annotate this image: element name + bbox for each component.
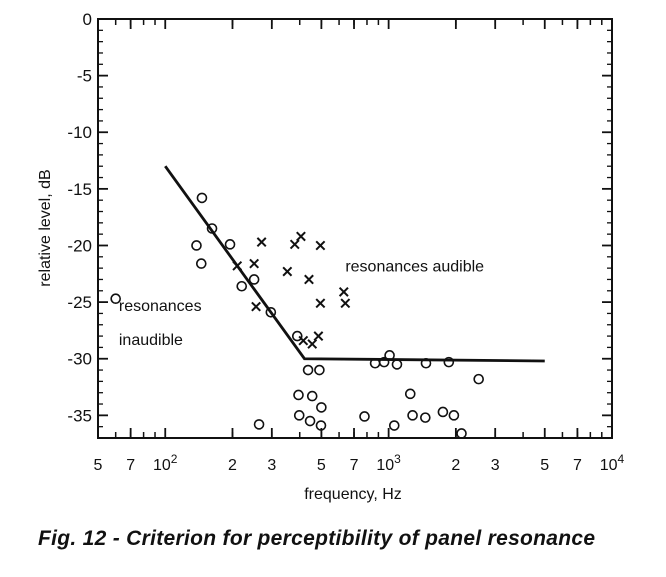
circle-point [306, 390, 318, 402]
figure-caption: Fig. 12 - Criterion for perceptibility o… [38, 527, 596, 550]
circle-point [191, 240, 202, 251]
x-tick-label: 7 [350, 457, 359, 474]
circle-point [265, 306, 277, 318]
cross-stroke [232, 260, 243, 271]
circle-point [443, 356, 455, 368]
y-tick-label: -35 [67, 406, 92, 425]
x-tick-label: 2 [228, 457, 237, 474]
x-tick-label: 7 [126, 457, 135, 474]
cross-point [313, 331, 324, 341]
circle-point [224, 239, 236, 250]
circle-point [391, 359, 403, 370]
circle-point [316, 402, 327, 413]
cross-stroke [315, 240, 326, 251]
annotation-label: inaudible [119, 332, 183, 349]
cross-stroke [251, 301, 261, 312]
cross-point [315, 240, 326, 251]
circle-point [437, 406, 449, 418]
cross-point [232, 260, 243, 271]
circle-point [384, 350, 395, 361]
circle-point [293, 389, 304, 401]
circle-point [404, 388, 416, 400]
annotation-label: resonances [119, 298, 202, 315]
x-tick-label: 5 [317, 457, 326, 474]
x-tick-label: 3 [267, 457, 276, 474]
x-tick-label: 5 [540, 457, 549, 474]
cross-stroke [289, 239, 300, 250]
x-tick-label: 102 [153, 452, 178, 474]
y-tick-label: 0 [83, 10, 92, 29]
cross-stroke [282, 266, 293, 277]
circle-point [378, 356, 390, 368]
plot-frame [97, 18, 613, 439]
circle-point [253, 419, 265, 430]
chart-axes: 5 7 102 2 3 5 7 103 2 3 5 7 104 0 -5 -10 -15 -20 -25 -30 -35… [37, 10, 625, 503]
x-tick-label: 104 [600, 452, 625, 474]
cross-stroke [338, 287, 349, 297]
x-tick-label: 2 [451, 457, 460, 474]
circle-point [304, 415, 316, 427]
circle-point [110, 293, 121, 305]
cross-point [338, 287, 349, 297]
chart: 5 7 102 2 3 5 7 103 2 3 5 7 104 0 -5 -10 -15 -20 -25 -30 -35… [37, 10, 625, 503]
cross-stroke [340, 298, 351, 309]
cross-point [296, 231, 306, 242]
circle-point [388, 420, 400, 431]
cross-point [251, 301, 261, 312]
cross-point [289, 239, 300, 250]
circle-point [473, 373, 484, 385]
x-tick-label: 7 [573, 457, 582, 474]
circle-point [291, 330, 303, 342]
circle-point [302, 364, 314, 376]
cross-point [340, 298, 351, 309]
cross-stroke [315, 298, 326, 309]
chart-labels-layer: resonances audible resonances inaudible [119, 259, 484, 350]
cross-point [249, 258, 260, 269]
cross-point [298, 335, 309, 346]
cross-stroke [304, 274, 314, 285]
cross-point [315, 298, 326, 309]
circle-point [248, 274, 260, 285]
circle-point [314, 364, 325, 376]
circle-point [456, 428, 467, 439]
x-tick-label: 3 [491, 457, 500, 474]
cross-point [282, 266, 293, 277]
circle-point [236, 280, 248, 292]
circle-point [420, 412, 431, 423]
y-axis-label: relative level, dB [37, 169, 54, 286]
cross-stroke [307, 339, 318, 349]
circle-point [315, 420, 327, 431]
cross-point [304, 274, 314, 285]
cross-stroke [298, 335, 309, 346]
circle-point [206, 223, 218, 234]
cross-point [307, 339, 318, 349]
cross-stroke [256, 237, 267, 247]
circle-point [448, 410, 460, 421]
x-axis-label: frequency, Hz [304, 486, 402, 503]
x-tick-label: 103 [376, 452, 401, 474]
circle-point [420, 357, 432, 369]
y-tick-label: -15 [67, 180, 92, 199]
y-tick-label: -10 [67, 123, 92, 142]
criterion-line [164, 165, 545, 363]
cross-point [256, 237, 267, 247]
y-tick-label: -20 [67, 236, 92, 255]
annotation-label: resonances audible [345, 259, 484, 276]
cross-stroke [313, 331, 324, 341]
data-points-layer [110, 192, 484, 439]
circle-point [196, 192, 208, 204]
y-tick-label: -25 [67, 293, 92, 312]
circle-point [195, 258, 207, 269]
criterion-line-layer [164, 165, 545, 363]
y-tick-label: -30 [67, 350, 92, 369]
circle-point [293, 410, 305, 421]
x-tick-label: 5 [94, 457, 103, 474]
cross-stroke [249, 258, 260, 269]
circle-point [407, 410, 418, 421]
circle-point [359, 411, 370, 422]
cross-stroke [296, 231, 306, 242]
y-tick-label: -5 [77, 67, 92, 86]
